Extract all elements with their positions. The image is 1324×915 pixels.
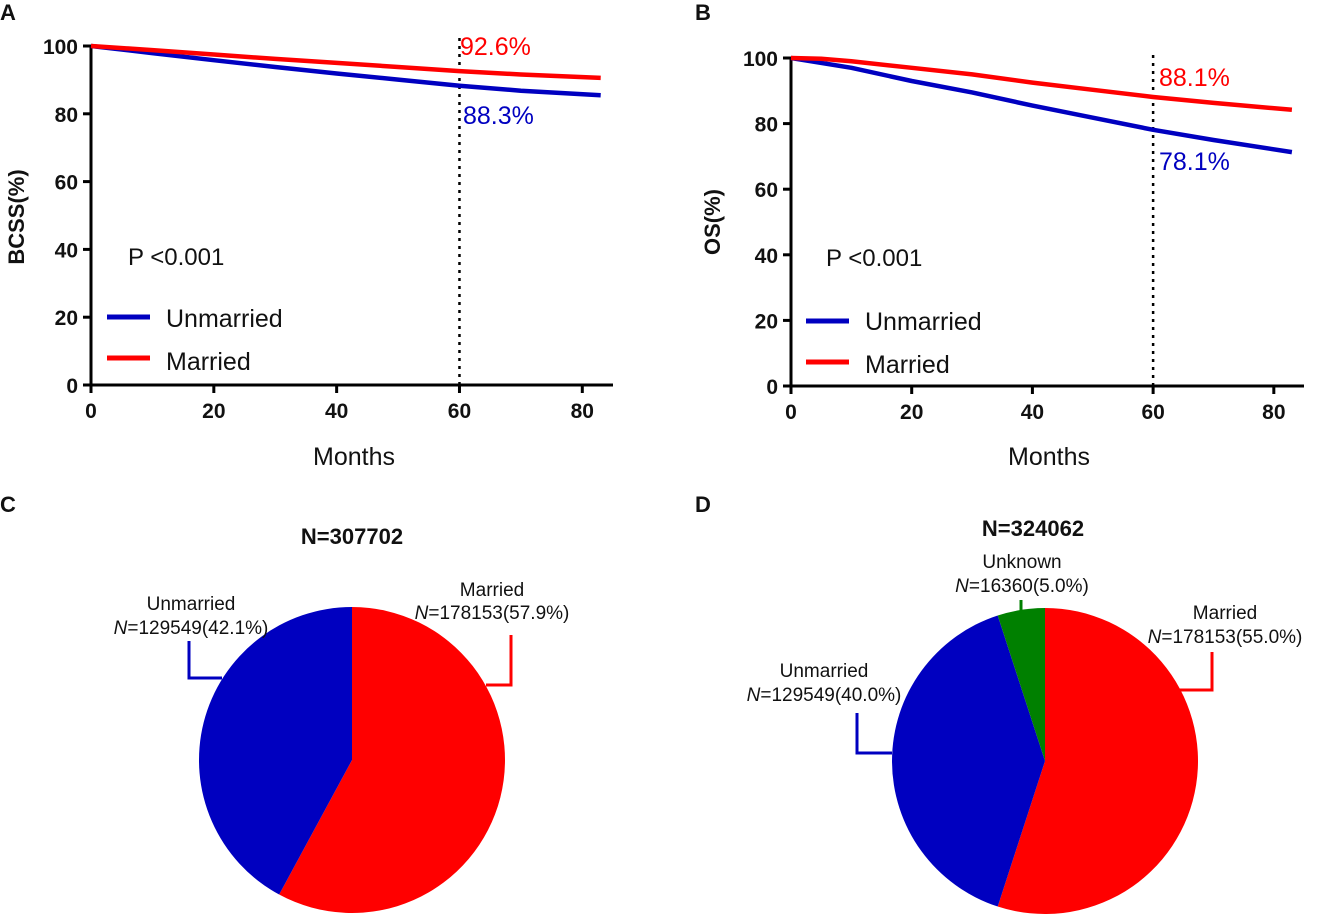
panel-a-xtick-label: 80 (571, 400, 594, 423)
panel-a-ytick-label: 100 (43, 36, 78, 59)
panel-c-married-n-text: =178153(57.9%) (428, 603, 569, 624)
panel-d-letter: D (695, 492, 711, 517)
panel-a-letter: A (0, 0, 16, 25)
panel-b-ytick-label: 80 (755, 114, 778, 137)
panel-d-married-name: Married (1193, 603, 1257, 624)
panel-a-series-married (90, 43, 601, 81)
panel-d-pie (892, 608, 1199, 914)
panel-b-unmarried-label: 78.1% (1159, 148, 1230, 176)
panel-c-unmarried-leader (187, 641, 222, 680)
panel-d-chart: N=324062 Unknown N=16360(5.0%) Married N… (747, 516, 1303, 914)
panel-b-married-label: 88.1% (1159, 64, 1230, 92)
panel-c-title: N=307702 (301, 524, 403, 549)
panel-a-ytick-label: 0 (66, 375, 78, 398)
panel-b-xtick-label: 40 (1021, 401, 1044, 424)
panel-c-unmarried-n: N=129549(42.1%) (114, 618, 269, 639)
panel-a-ytick-label: 20 (55, 307, 78, 330)
panel-d-married-n: N=178153(55.0%) (1148, 627, 1303, 648)
panel-d-married-leader (1178, 652, 1214, 692)
panel-d-unknown-n-text: =16360(5.0%) (969, 576, 1089, 597)
panel-b-ytick-label: 40 (755, 245, 778, 268)
panel-a-legend-married: Married (166, 348, 251, 376)
panel-d-unknown-name: Unknown (982, 552, 1061, 573)
panel-d-title: N=324062 (982, 516, 1084, 541)
panel-b-series-unmarried (790, 55, 1293, 155)
panel-c-married-n: N=178153(57.9%) (415, 603, 570, 624)
panel-c-unmarried-n-text: =129549(42.1%) (127, 618, 268, 639)
panel-d-unmarried-name: Unmarried (780, 661, 869, 682)
panel-b-series-married (790, 55, 1293, 113)
panel-d-married-n-prefix: N (1148, 627, 1162, 648)
panel-b-xtick-label: 60 (1141, 401, 1164, 424)
panel-b-xtick-label: 0 (785, 401, 797, 424)
panel-d-slice-married (997, 608, 1199, 914)
panel-b-ytick-label: 100 (743, 48, 778, 71)
panel-a-pvalue: P <0.001 (128, 244, 224, 271)
panel-b-xlabel: Months (1008, 443, 1090, 471)
panel-d-unmarried-n-prefix: N (747, 685, 761, 706)
panel-a-xlabel: Months (313, 443, 395, 471)
panel-a-ylabel: BCSS(%) (4, 169, 29, 264)
panel-c-slice-married (279, 607, 505, 913)
panel-d-unmarried-n-text: =129549(40.0%) (760, 685, 901, 706)
panel-d-unmarried-n: N=129549(40.0%) (747, 685, 902, 706)
panel-d-slice-unmarried (892, 615, 1045, 907)
panel-a-ytick-label: 60 (55, 172, 78, 195)
panel-b-ytick-label: 60 (755, 179, 778, 202)
panel-c-chart: N=307702 Married N=178153(57.9%) Unmarri… (114, 524, 570, 913)
panel-b-pvalue: P <0.001 (826, 245, 922, 272)
panel-a-ytick-label: 80 (55, 104, 78, 127)
panel-d-slice-unknown (997, 608, 1045, 761)
panel-a-married-label: 92.6% (460, 33, 531, 61)
panel-a-series-unmarried (90, 43, 601, 98)
panel-b-ytick-label: 0 (766, 376, 778, 399)
panel-c-letter: C (0, 492, 16, 517)
panel-d-unknown-n-prefix: N (955, 576, 969, 597)
panel-b-legend-married: Married (865, 351, 950, 379)
panel-c-slice-unmarried (198, 607, 352, 895)
panel-a-xtick-label: 0 (85, 400, 97, 423)
panel-b-xtick-label: 80 (1262, 401, 1285, 424)
panel-b-ylabel: OS(%) (700, 189, 725, 255)
panel-d-unknown-n: N=16360(5.0%) (955, 576, 1089, 597)
panel-c-married-name: Married (460, 580, 524, 601)
panel-a-unmarried-label: 88.3% (463, 102, 534, 130)
panel-c-married-leader (486, 635, 513, 687)
panel-b-ytick-label: 20 (755, 310, 778, 333)
panel-b-letter: B (695, 0, 711, 25)
panel-b-xtick-label: 20 (900, 401, 923, 424)
panel-c-unmarried-name: Unmarried (147, 594, 236, 615)
panel-c-pie (198, 607, 505, 913)
panel-a-ytick-label: 40 (55, 239, 78, 262)
panel-d-married-n-text: =178153(55.0%) (1161, 627, 1302, 648)
panel-a-xtick-label: 40 (325, 400, 348, 423)
panel-a-legend-unmarried: Unmarried (166, 305, 283, 333)
panel-a-chart: BCSS(%) Months P <0.001 92.6% 88.3% Unma… (4, 33, 613, 471)
panel-d-unmarried-leader (855, 713, 892, 755)
panel-c-unmarried-n-prefix: N (114, 618, 128, 639)
panel-b-legend-unmarried: Unmarried (865, 308, 982, 336)
panel-a-xtick-label: 20 (202, 400, 225, 423)
panel-b-chart: OS(%) Months P <0.001 88.1% 78.1% Unmarr… (700, 48, 1304, 471)
panel-a-xtick-label: 60 (448, 400, 471, 423)
panel-c-married-n-prefix: N (415, 603, 429, 624)
